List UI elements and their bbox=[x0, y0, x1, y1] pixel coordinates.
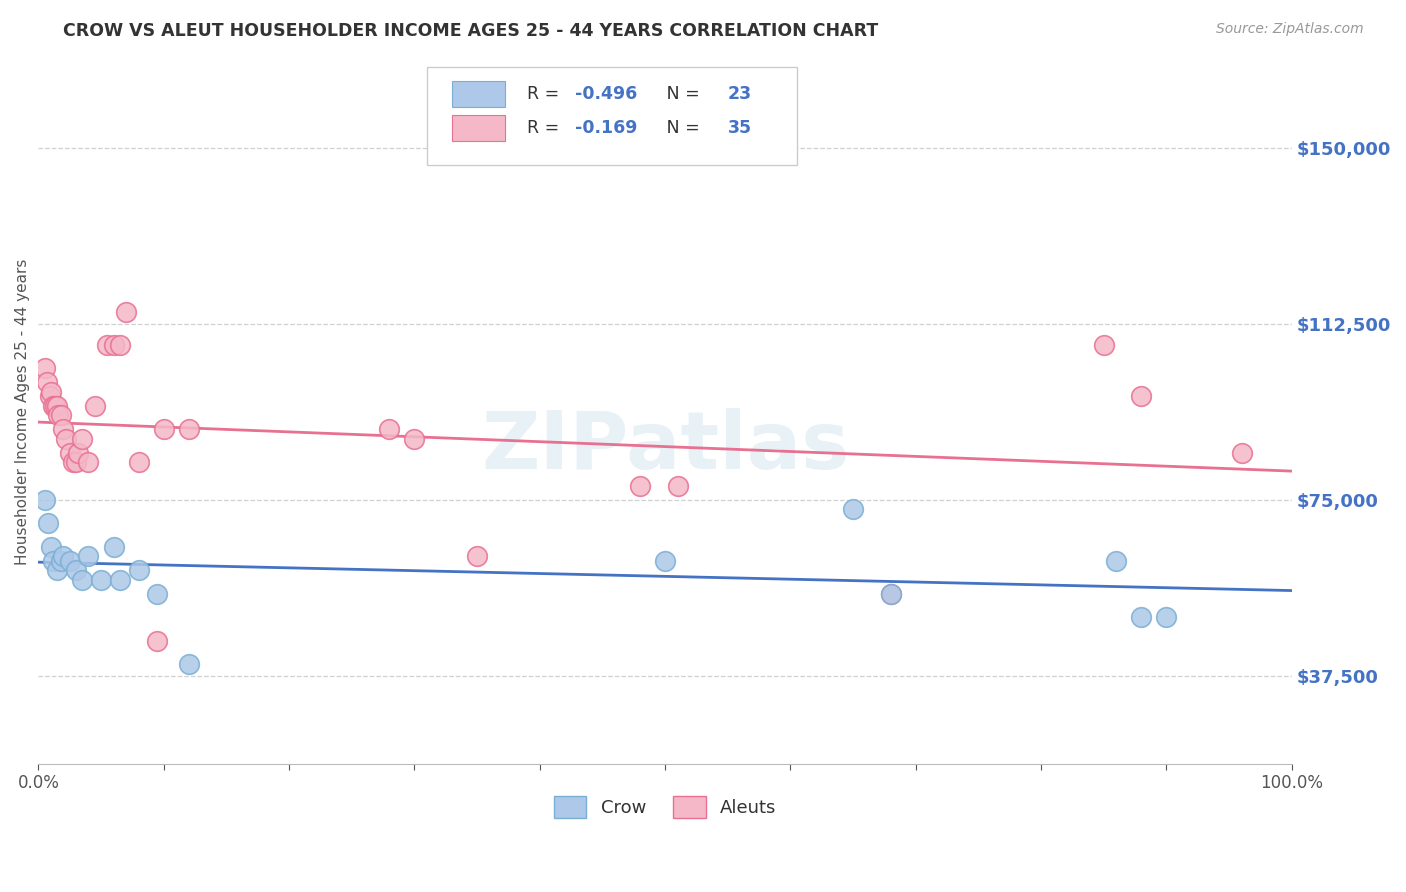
Point bbox=[48, 409, 70, 423]
Point bbox=[108, 573, 131, 587]
Point bbox=[628, 478, 651, 492]
Point bbox=[177, 422, 200, 436]
Point bbox=[152, 422, 174, 436]
Point bbox=[103, 338, 125, 352]
Point bbox=[115, 305, 138, 319]
Text: -0.496: -0.496 bbox=[575, 85, 637, 103]
Point bbox=[42, 554, 65, 568]
Point bbox=[1105, 554, 1128, 568]
Point bbox=[52, 549, 75, 563]
Point bbox=[83, 399, 105, 413]
Point bbox=[46, 399, 69, 413]
Point bbox=[46, 563, 69, 577]
Point bbox=[44, 399, 66, 413]
Point bbox=[1230, 446, 1253, 460]
Point bbox=[666, 478, 689, 492]
Point bbox=[37, 376, 59, 390]
FancyBboxPatch shape bbox=[451, 115, 505, 141]
Point bbox=[654, 554, 676, 568]
FancyBboxPatch shape bbox=[427, 67, 797, 165]
Point bbox=[70, 573, 93, 587]
Point bbox=[39, 540, 62, 554]
Text: Source: ZipAtlas.com: Source: ZipAtlas.com bbox=[1216, 22, 1364, 37]
Point bbox=[70, 432, 93, 446]
Point bbox=[465, 549, 488, 563]
Point bbox=[49, 409, 72, 423]
Point bbox=[103, 540, 125, 554]
Point bbox=[77, 455, 100, 469]
Text: ZIPatlas: ZIPatlas bbox=[481, 408, 849, 486]
Point bbox=[128, 455, 150, 469]
Point bbox=[65, 455, 87, 469]
Point bbox=[842, 502, 865, 516]
Point bbox=[37, 516, 59, 531]
Text: 23: 23 bbox=[728, 85, 752, 103]
Legend: Crow, Aleuts: Crow, Aleuts bbox=[547, 789, 783, 825]
Point bbox=[146, 633, 169, 648]
Text: R =: R = bbox=[527, 85, 565, 103]
Point bbox=[879, 587, 901, 601]
Point bbox=[1130, 610, 1153, 624]
Text: CROW VS ALEUT HOUSEHOLDER INCOME AGES 25 - 44 YEARS CORRELATION CHART: CROW VS ALEUT HOUSEHOLDER INCOME AGES 25… bbox=[63, 22, 879, 40]
Point bbox=[879, 587, 901, 601]
Text: R =: R = bbox=[527, 119, 565, 136]
Point bbox=[59, 446, 82, 460]
Point bbox=[1092, 338, 1115, 352]
Point bbox=[96, 338, 118, 352]
Point bbox=[128, 563, 150, 577]
Point bbox=[90, 573, 112, 587]
Text: -0.169: -0.169 bbox=[575, 119, 637, 136]
Point bbox=[77, 549, 100, 563]
Point bbox=[67, 446, 90, 460]
FancyBboxPatch shape bbox=[451, 81, 505, 107]
Text: N =: N = bbox=[650, 85, 706, 103]
Point bbox=[62, 455, 84, 469]
Point bbox=[1130, 389, 1153, 403]
Point bbox=[39, 384, 62, 399]
Point bbox=[177, 657, 200, 671]
Point bbox=[108, 338, 131, 352]
Y-axis label: Householder Income Ages 25 - 44 years: Householder Income Ages 25 - 44 years bbox=[15, 259, 30, 565]
Point bbox=[55, 432, 77, 446]
Point bbox=[52, 422, 75, 436]
Point bbox=[34, 361, 56, 376]
Point bbox=[1156, 610, 1178, 624]
Point bbox=[59, 554, 82, 568]
Point bbox=[146, 587, 169, 601]
Point bbox=[378, 422, 401, 436]
Text: N =: N = bbox=[650, 119, 706, 136]
Point bbox=[404, 432, 426, 446]
Text: 35: 35 bbox=[728, 119, 752, 136]
Point bbox=[38, 389, 60, 403]
Point bbox=[49, 554, 72, 568]
Point bbox=[42, 399, 65, 413]
Point bbox=[65, 563, 87, 577]
Point bbox=[34, 492, 56, 507]
